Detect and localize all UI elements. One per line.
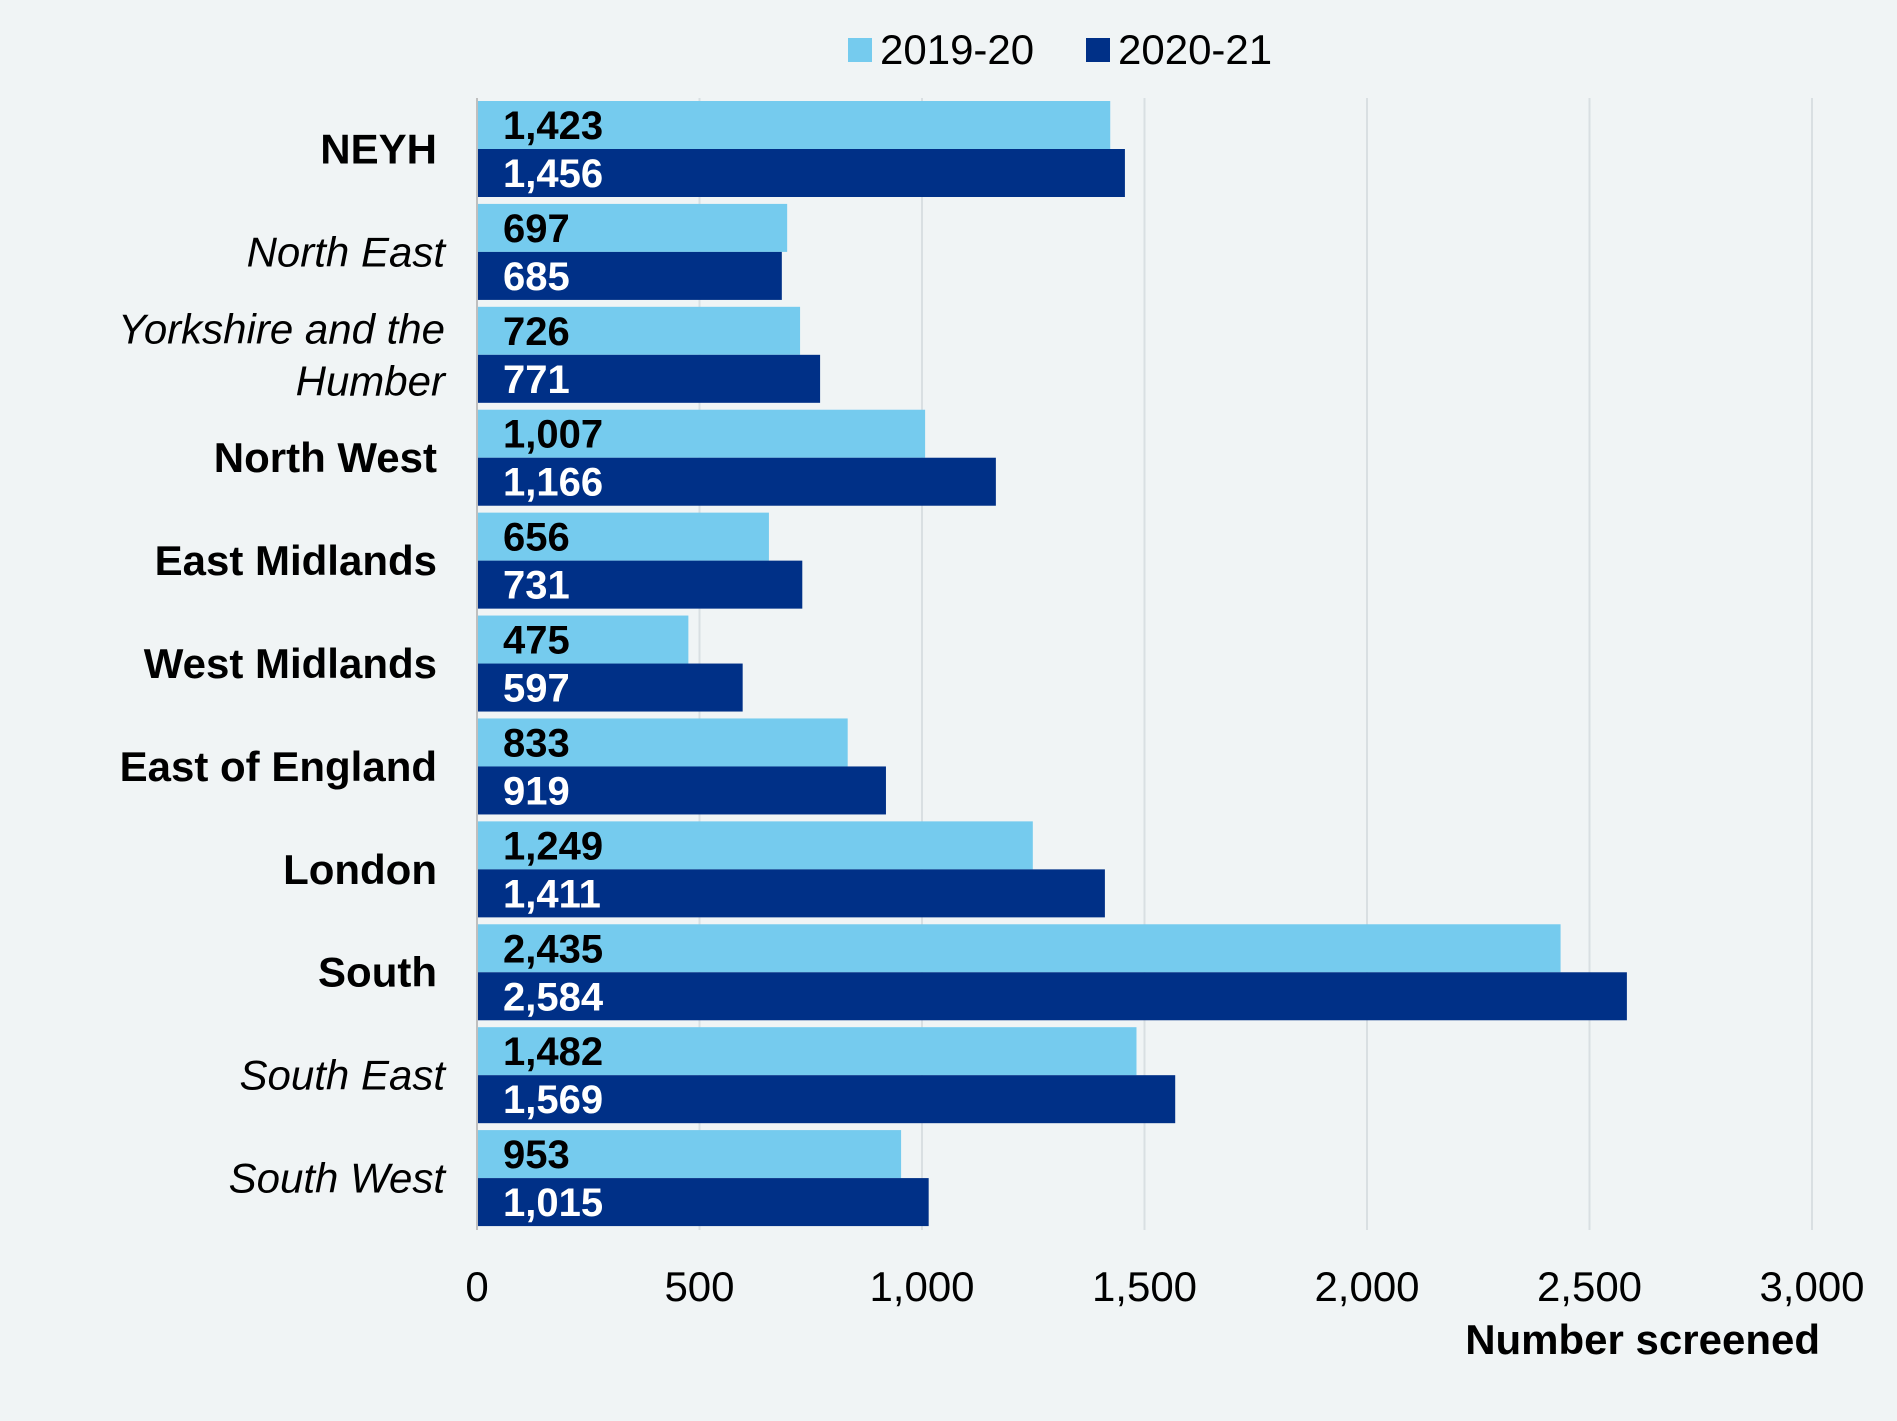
- data-label: 919: [503, 769, 570, 813]
- bar: [477, 1130, 902, 1179]
- x-tick-label: 0: [465, 1263, 488, 1310]
- bar: [477, 101, 1111, 149]
- category-label: North East: [247, 228, 448, 275]
- bar: [477, 663, 743, 712]
- axes: NEYH North East Yorkshire and the Humber Nor…: [118, 98, 1865, 1363]
- bar: [477, 615, 689, 664]
- bar: [477, 924, 1561, 973]
- data-label: 475: [503, 619, 570, 663]
- bar: [477, 972, 1627, 1021]
- bar: [477, 766, 886, 815]
- category-label: South West: [229, 1155, 448, 1202]
- data-label: 697: [503, 207, 570, 251]
- category-label: Yorkshire and the: [118, 305, 445, 352]
- legend-swatch: [1086, 38, 1110, 62]
- bar: [477, 1027, 1137, 1076]
- data-label: 685: [503, 255, 570, 299]
- legend: 2019-20 2020-21: [848, 26, 1272, 73]
- bar: [477, 149, 1125, 197]
- data-label: 771: [503, 358, 570, 402]
- data-label: 1,569: [503, 1078, 603, 1122]
- data-label: 2,435: [503, 927, 603, 971]
- category-label: South: [318, 949, 437, 996]
- category-label: North West: [214, 434, 437, 481]
- bar: [477, 354, 821, 403]
- x-axis-title: Number screened: [1465, 1316, 1820, 1363]
- data-label: 1,482: [503, 1030, 603, 1074]
- category-label: West Midlands: [144, 640, 437, 687]
- data-label: 833: [503, 721, 570, 765]
- legend-label: 2019-20: [880, 26, 1034, 73]
- bar: [477, 718, 848, 767]
- bar: [477, 203, 788, 252]
- data-label: 1,249: [503, 824, 603, 868]
- data-label: 1,411: [503, 872, 601, 916]
- x-tick-label: 2,000: [1314, 1263, 1419, 1310]
- category-label: NEYH: [320, 125, 437, 172]
- category-label: Humber: [296, 357, 447, 404]
- bar: [477, 306, 801, 355]
- data-label: 1,166: [503, 461, 603, 505]
- data-label: 726: [503, 310, 570, 354]
- bar: [477, 1075, 1176, 1124]
- data-label: 1,456: [503, 152, 603, 196]
- category-label: East Midlands: [155, 537, 437, 584]
- data-label: 2,584: [503, 975, 604, 1019]
- bar: [477, 409, 926, 458]
- bar: [477, 560, 803, 609]
- data-label: 1,423: [503, 104, 603, 148]
- x-tick-label: 500: [664, 1263, 734, 1310]
- bar: [477, 457, 996, 506]
- bar: [477, 512, 769, 561]
- x-tick-label: 1,500: [1092, 1263, 1197, 1310]
- bar: [477, 1178, 929, 1227]
- data-label: 953: [503, 1133, 570, 1177]
- x-tick-label: 2,500: [1537, 1263, 1642, 1310]
- bar: [477, 251, 782, 300]
- category-label: London: [283, 846, 437, 893]
- legend-swatch: [848, 38, 872, 62]
- category-label: East of England: [120, 743, 437, 790]
- data-label: 597: [503, 667, 570, 711]
- x-tick-label: 1,000: [869, 1263, 974, 1310]
- x-tick-label: 3,000: [1759, 1263, 1864, 1310]
- data-label: 656: [503, 516, 570, 560]
- data-label: 731: [503, 564, 570, 608]
- category-label: South East: [240, 1052, 448, 1099]
- legend-label: 2020-21: [1118, 26, 1272, 73]
- data-label: 1,007: [503, 413, 603, 457]
- bar: [477, 821, 1033, 870]
- data-label: 1,015: [503, 1181, 603, 1225]
- bar: [477, 869, 1105, 918]
